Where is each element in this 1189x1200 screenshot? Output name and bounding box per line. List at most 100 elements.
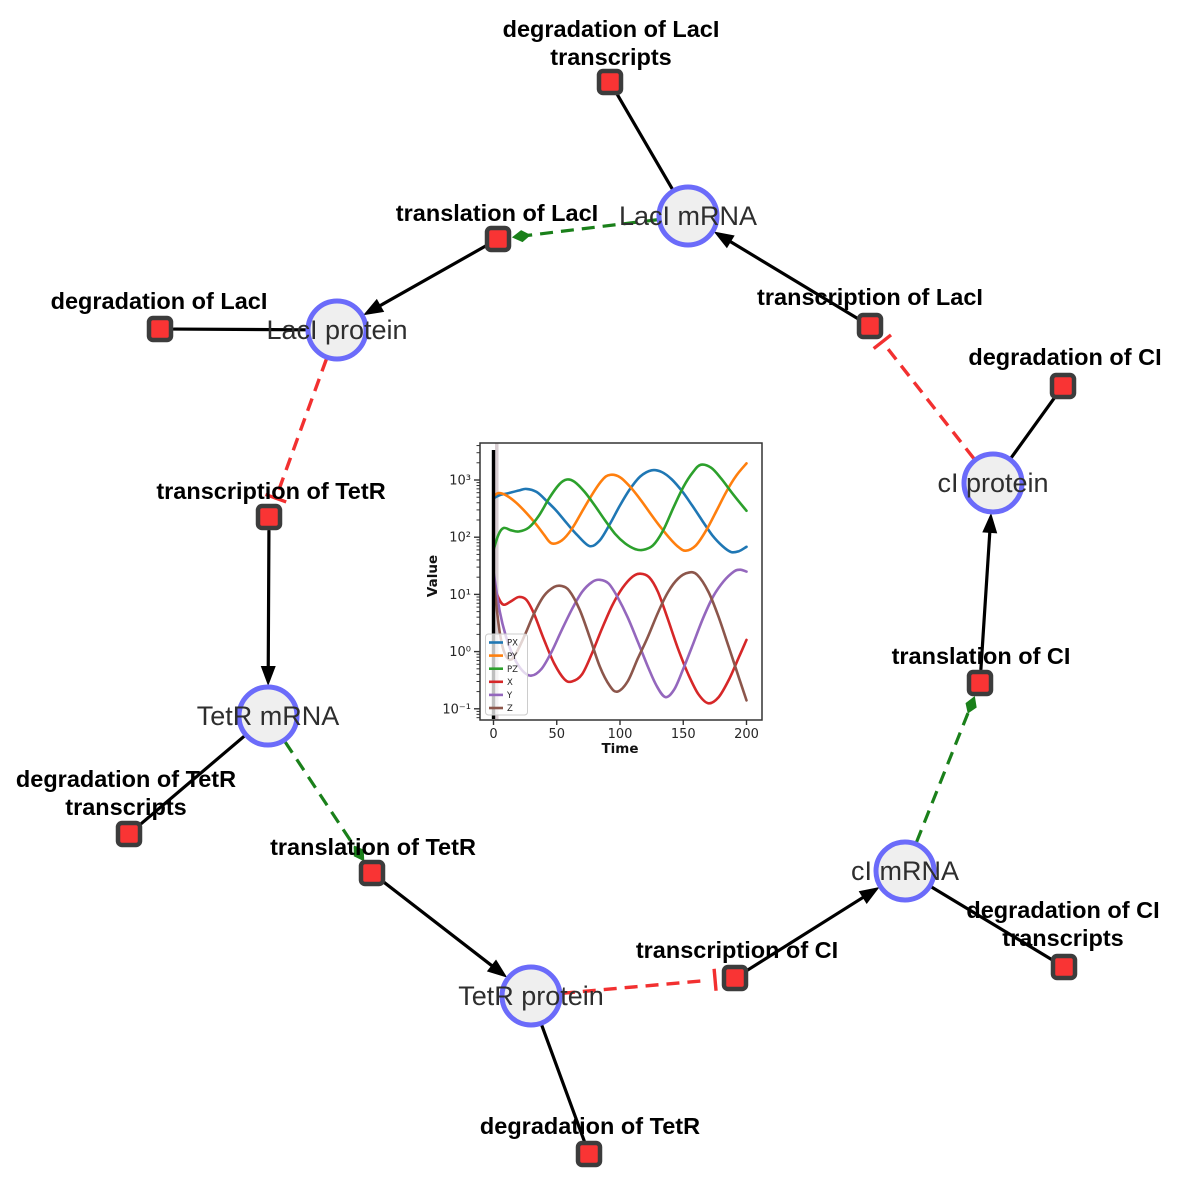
edge-transcription-laci-laci-mrna bbox=[713, 231, 860, 321]
edge-ci-mrna-translation-ci bbox=[915, 696, 977, 843]
chart-y-axis: 10⁻¹ 10⁰ 10¹ 10² 10³ Value bbox=[425, 445, 480, 719]
edge-translation-tetr-tetr-protein bbox=[381, 879, 508, 978]
edges-layer bbox=[138, 92, 1057, 1143]
reaction-label-deg-tetr-transcripts-line2: transcripts bbox=[65, 794, 186, 820]
species-node-ci-protein bbox=[961, 451, 1025, 515]
svg-text:10²: 10² bbox=[449, 531, 471, 546]
reaction-label-translation-laci: translation of LacI bbox=[396, 200, 598, 226]
chart-frame bbox=[479, 442, 763, 721]
edge-tetr-mrna-deg-tetr-transcripts bbox=[138, 734, 246, 827]
reaction-label-deg-ci: degradation of CI bbox=[968, 344, 1161, 370]
reaction-label-deg-laci: degradation of LacI bbox=[51, 288, 268, 314]
reaction-label-transcription-laci: transcription of LacI bbox=[757, 284, 983, 310]
edge-laci-mrna-deg-laci-transcripts bbox=[615, 92, 675, 191]
edge-tetr-protein-deg-tetr bbox=[540, 1023, 586, 1143]
edge-translation-laci-laci-protein bbox=[363, 244, 488, 316]
edge-tetr-mrna-translation-tetr bbox=[283, 740, 365, 862]
species-label-ci-protein: cI protein bbox=[937, 468, 1048, 498]
legend-label-px: PX bbox=[507, 639, 518, 649]
reaction-label-deg-ci-transcripts-line2: transcripts bbox=[1002, 925, 1123, 951]
legend-label-y: Y bbox=[506, 691, 513, 701]
reaction-label-deg-ci-transcripts-line1: degradation of CI bbox=[966, 897, 1159, 923]
arrowhead-icon bbox=[486, 959, 508, 978]
species-node-laci-mrna bbox=[656, 184, 720, 248]
arrowhead-icon bbox=[858, 886, 880, 904]
svg-text:50: 50 bbox=[548, 727, 565, 742]
species-label-laci-mrna: LacI mRNA bbox=[619, 201, 757, 231]
reaction-node-deg-tetr-transcripts bbox=[115, 820, 143, 848]
modifier-arrowhead-icon bbox=[353, 845, 365, 862]
labels-layer: LacI mRNA LacI protein TetR mRNA TetR prote… bbox=[16, 16, 1162, 1139]
initial-transient-band bbox=[495, 443, 499, 720]
edge-translation-ci-ci-protein bbox=[979, 512, 998, 671]
reaction-node-translation-tetr bbox=[358, 859, 386, 887]
reaction-label-deg-laci-transcripts-line1: degradation of LacI bbox=[503, 16, 720, 42]
modifier-arrowhead-icon bbox=[511, 230, 531, 243]
reaction-label-transcription-tetr: transcription of TetR bbox=[156, 478, 385, 504]
svg-text:10⁰: 10⁰ bbox=[449, 645, 471, 660]
species-node-tetr-mrna bbox=[236, 684, 300, 748]
inhibition-tbar-icon bbox=[872, 333, 893, 350]
reaction-node-translation-laci bbox=[484, 225, 512, 253]
species-node-tetr-protein bbox=[499, 964, 563, 1028]
reaction-node-transcription-ci bbox=[721, 964, 749, 992]
reaction-node-deg-laci bbox=[146, 315, 174, 343]
reaction-node-transcription-tetr bbox=[255, 503, 283, 531]
edge-ci-protein-deg-ci bbox=[1009, 395, 1057, 460]
reaction-label-deg-tetr: degradation of TetR bbox=[480, 1113, 700, 1139]
chart-series-pz bbox=[492, 463, 748, 552]
chart-x-axis-label: Time bbox=[601, 741, 638, 757]
reaction-node-transcription-laci bbox=[856, 312, 884, 340]
arrowhead-icon bbox=[260, 665, 276, 687]
reaction-label-translation-ci: translation of CI bbox=[892, 643, 1071, 669]
svg-text:200: 200 bbox=[734, 727, 759, 742]
species-label-tetr-protein: TetR protein bbox=[458, 981, 604, 1011]
species-label-tetr-mrna: TetR mRNA bbox=[197, 701, 340, 731]
svg-text:10³: 10³ bbox=[449, 474, 471, 489]
species-label-laci-protein: LacI protein bbox=[266, 315, 407, 345]
edge-laci-protein-transcription-tetr bbox=[264, 358, 329, 504]
legend-label-pz: PZ bbox=[507, 665, 518, 675]
chart-x-axis: 0 50 100 150 200 Time bbox=[489, 720, 759, 757]
reaction-label-deg-laci-transcripts-line2: transcripts bbox=[550, 44, 671, 70]
reaction-node-deg-tetr bbox=[575, 1140, 603, 1168]
reaction-node-deg-laci-transcripts bbox=[596, 68, 624, 96]
chart-series-x bbox=[492, 572, 748, 705]
inhibition-tbar-icon bbox=[712, 968, 718, 991]
svg-text:100: 100 bbox=[608, 727, 633, 742]
chart-y-axis-label: Value bbox=[425, 555, 441, 597]
edge-ci-mrna-deg-ci-transcripts bbox=[929, 885, 1054, 962]
edge-laci-protein-deg-laci bbox=[172, 327, 308, 332]
arrowhead-icon bbox=[713, 231, 735, 249]
reaction-node-deg-ci-transcripts bbox=[1050, 953, 1078, 981]
svg-text:150: 150 bbox=[671, 727, 696, 742]
edge-laci-mrna-translation-laci bbox=[511, 218, 658, 243]
chart-series-y bbox=[492, 568, 748, 699]
species-node-laci-protein bbox=[305, 298, 369, 362]
edge-transcription-tetr-tetr-mrna bbox=[260, 529, 276, 687]
chart-series-py bbox=[492, 462, 748, 553]
chart-legend: PX PY PZ XYZ bbox=[485, 633, 528, 716]
legend-label-py: PY bbox=[507, 652, 518, 662]
chart-series-layer bbox=[492, 462, 748, 705]
svg-text:10⁻¹: 10⁻¹ bbox=[442, 702, 471, 717]
svg-text:10¹: 10¹ bbox=[449, 588, 471, 603]
arrowhead-icon bbox=[363, 298, 385, 316]
legend-label-x: X bbox=[507, 678, 513, 688]
reaction-label-deg-tetr-transcripts-line1: degradation of TetR bbox=[16, 766, 236, 792]
species-node-ci-mrna bbox=[873, 839, 937, 903]
modifier-arrowhead-icon bbox=[965, 696, 977, 714]
species-label-ci-mrna: cI mRNA bbox=[851, 856, 959, 886]
inset-chart: 0 50 100 150 200 Time 10⁻¹ 10⁰ 10¹ 10² 10³ Value PX P… bbox=[425, 442, 763, 757]
reaction-node-translation-ci bbox=[966, 669, 994, 697]
edge-transcription-ci-ci-mrna bbox=[745, 886, 880, 973]
reaction-label-transcription-ci: transcription of CI bbox=[636, 937, 838, 963]
reaction-node-deg-ci bbox=[1049, 372, 1077, 400]
svg-text:0: 0 bbox=[489, 727, 497, 742]
chart-series-px bbox=[492, 468, 748, 554]
edge-tetr-protein-transcription-ci bbox=[561, 968, 718, 995]
nodes-layer bbox=[115, 68, 1078, 1168]
arrowhead-icon bbox=[982, 512, 998, 534]
